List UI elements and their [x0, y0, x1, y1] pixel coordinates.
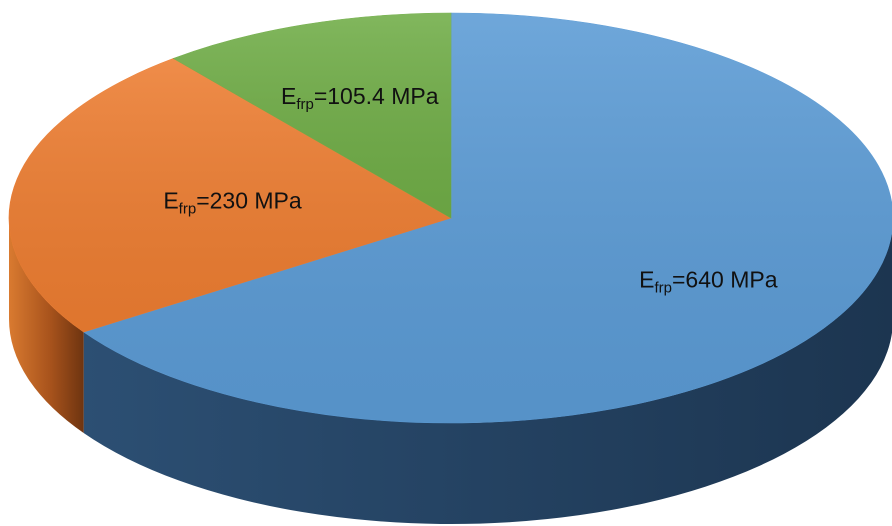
label-symbol: E: [163, 188, 178, 214]
label-subscript: frp: [179, 201, 197, 218]
label-symbol: E: [281, 83, 296, 109]
pie-slice-label-3: Efrp=105.4 MPa: [281, 83, 439, 113]
label-value: =230 MPa: [196, 188, 302, 214]
pie-slice-label-2: Efrp=230 MPa: [163, 188, 302, 218]
pie-slice-shade-2: [8, 58, 452, 333]
label-subscript: frp: [654, 280, 672, 297]
label-value: =105.4 MPa: [314, 83, 439, 109]
pie-slices: [8, 12, 892, 424]
label-subscript: frp: [296, 96, 314, 113]
pie-slice-shade-3: [173, 13, 451, 218]
pie-slice-shade-1: [83, 13, 892, 423]
pie-slice-label-1: Efrp=640 MPa: [639, 267, 778, 297]
pie-side-1: [83, 231, 892, 525]
label-symbol: E: [639, 267, 654, 293]
pie-side-2: [9, 218, 84, 434]
pie-side-walls: [9, 218, 892, 525]
label-value: =640 MPa: [672, 267, 778, 293]
